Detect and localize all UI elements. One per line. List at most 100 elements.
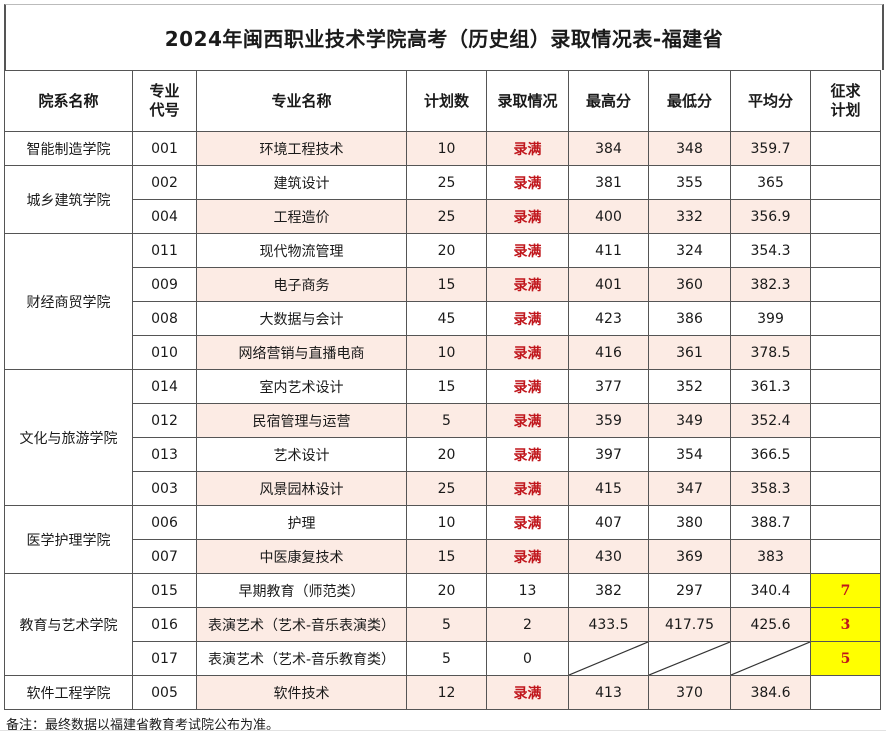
avg-score-cell: 384.6	[730, 675, 811, 710]
supplementary-plan-cell: 3	[810, 607, 881, 642]
plan-count-cell: 20	[406, 573, 487, 608]
plan-count-cell: 10	[406, 335, 487, 370]
status-cell: 录满	[486, 505, 569, 540]
admission-table: 院系名称 专业 代号 专业名称 计划数 录取情况 最高分 最低分 平均分 征求 计划…	[4, 70, 881, 710]
status-cell: 录满	[486, 267, 569, 302]
major-name-cell: 软件技术	[196, 675, 407, 710]
code-cell: 014	[132, 369, 197, 404]
table-row: 城乡建筑学院 002 建筑设计 25 录满 381 355 365	[4, 165, 881, 234]
diagonal-slash	[731, 642, 810, 675]
min-score-cell: 349	[648, 403, 731, 438]
max-score-cell: 413	[568, 675, 649, 710]
supplementary-plan-cell: 7	[810, 573, 881, 608]
avg-score-cell: 388.7	[730, 505, 811, 540]
college-name-cell: 文化与旅游学院	[4, 369, 133, 506]
code-cell: 008	[132, 301, 197, 336]
min-score-cell: 352	[648, 369, 731, 404]
max-score-cell: 377	[568, 369, 649, 404]
major-name-cell: 民宿管理与运营	[196, 403, 407, 438]
max-score-cell: 401	[568, 267, 649, 302]
code-cell: 003	[132, 471, 197, 506]
min-score-cell: 380	[648, 505, 731, 540]
major-name-cell: 风景园林设计	[196, 471, 407, 506]
plan-count-cell: 20	[406, 233, 487, 268]
plan-count-cell: 5	[406, 641, 487, 676]
max-score-cell: 359	[568, 403, 649, 438]
header-code: 专业 代号	[132, 70, 197, 132]
major-name-cell: 大数据与会计	[196, 301, 407, 336]
major-name-cell: 表演艺术（艺术-音乐表演类）	[196, 607, 407, 642]
status-cell: 录满	[486, 199, 569, 234]
min-score-cell: 355	[648, 165, 731, 200]
min-score-cell: 360	[648, 267, 731, 302]
plan-count-cell: 5	[406, 607, 487, 642]
header-avg: 平均分	[730, 70, 811, 132]
footnote: 备注：最终数据以福建省教育考试院公布为准。	[6, 718, 280, 733]
college-name-cell: 医学护理学院	[4, 505, 133, 574]
major-name-cell: 网络营销与直播电商	[196, 335, 407, 370]
avg-score-cell: 366.5	[730, 437, 811, 472]
college-name-cell: 智能制造学院	[4, 131, 133, 166]
min-score-cell: 361	[648, 335, 731, 370]
table-title: 2024年闽西职业技术学院高考（历史组）录取情况表-福建省	[4, 4, 884, 70]
plan-count-cell: 10	[406, 505, 487, 540]
plan-count-cell: 5	[406, 403, 487, 438]
supplementary-plan-cell	[810, 233, 881, 268]
sheet-gridline	[0, 730, 886, 745]
max-score-cell: 416	[568, 335, 649, 370]
status-cell: 录满	[486, 471, 569, 506]
header-min: 最低分	[648, 70, 731, 132]
avg-score-cell: 365	[730, 165, 811, 200]
college-name-cell: 教育与艺术学院	[4, 573, 133, 676]
max-score-cell: 411	[568, 233, 649, 268]
code-cell: 006	[132, 505, 197, 540]
max-score-cell: 415	[568, 471, 649, 506]
supplementary-plan-cell	[810, 165, 881, 200]
major-name-cell: 护理	[196, 505, 407, 540]
status-cell: 录满	[486, 301, 569, 336]
code-cell: 009	[132, 267, 197, 302]
major-name-cell: 电子商务	[196, 267, 407, 302]
supplementary-plan-cell	[810, 301, 881, 336]
header-max: 最高分	[568, 70, 649, 132]
avg-score-cell: 399	[730, 301, 811, 336]
code-cell: 013	[132, 437, 197, 472]
supplementary-plan-cell	[810, 505, 881, 540]
status-cell: 录满	[486, 335, 569, 370]
code-cell: 011	[132, 233, 197, 268]
plan-count-cell: 12	[406, 675, 487, 710]
max-score-cell: 397	[568, 437, 649, 472]
max-score-cell: 423	[568, 301, 649, 336]
supplementary-plan-cell	[810, 675, 881, 710]
table-row: 智能制造学院 001 环境工程技术 10 录满 384 348 359.7	[4, 131, 881, 166]
status-cell: 录满	[486, 369, 569, 404]
table-row: 017 表演艺术（艺术-音乐教育类） 5 0 5	[5, 641, 881, 676]
plan-count-cell: 25	[406, 199, 487, 234]
supplementary-plan-cell	[810, 403, 881, 438]
table-row: 012 民宿管理与运营 5 录满 359 349 352.4	[5, 403, 881, 438]
max-score-cell: 400	[568, 199, 649, 234]
code-cell: 004	[132, 199, 197, 234]
avg-score-cell: 352.4	[730, 403, 811, 438]
table-row: 医学护理学院 006 护理 10 录满 407 380 388.7	[4, 505, 881, 574]
status-cell: 录满	[486, 403, 569, 438]
empty-diagonal-cell	[648, 641, 731, 676]
table-row: 016 表演艺术（艺术-音乐表演类） 5 2 433.5 417.75 425.6 3	[5, 607, 881, 642]
avg-score-cell: 425.6	[730, 607, 811, 642]
supplementary-plan-cell: 5	[810, 641, 881, 676]
diagonal-slash	[569, 642, 648, 675]
supplementary-plan-cell	[810, 131, 881, 166]
avg-score-cell: 358.3	[730, 471, 811, 506]
header-college: 院系名称	[4, 70, 133, 132]
table-row: 013 艺术设计 20 录满 397 354 366.5	[5, 437, 881, 472]
status-cell: 2	[486, 607, 569, 642]
supplementary-plan-cell	[810, 539, 881, 574]
table-row: 教育与艺术学院 015 早期教育（师范类） 20 13 382 297 340.4 7	[4, 573, 881, 676]
table-row: 009 电子商务 15 录满 401 360 382.3	[5, 267, 881, 302]
max-score-cell: 381	[568, 165, 649, 200]
major-name-cell: 环境工程技术	[196, 131, 407, 166]
supplementary-plan-cell	[810, 335, 881, 370]
avg-score-cell: 383	[730, 539, 811, 574]
supplementary-plan-cell	[810, 199, 881, 234]
